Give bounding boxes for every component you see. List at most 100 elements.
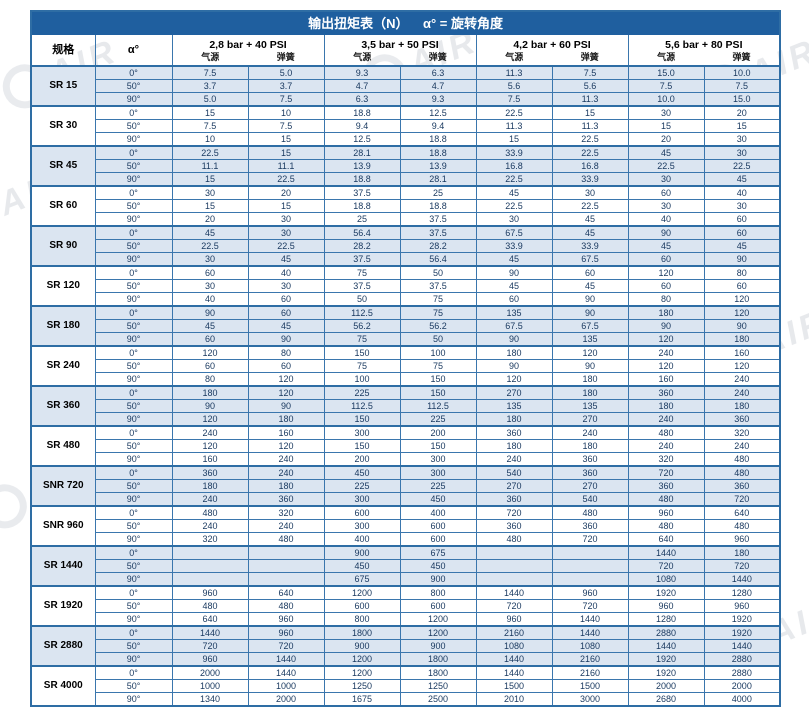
value-cell: 15	[247, 132, 325, 147]
value-cell: 1500	[551, 679, 629, 693]
value-cell: 45	[475, 185, 553, 200]
value-cell: 28.1	[323, 145, 401, 160]
value-cell: 30	[171, 185, 249, 200]
value-cell: 90	[627, 225, 705, 240]
value-cell: 90	[703, 319, 781, 333]
value-cell: 50	[323, 292, 401, 307]
value-cell: 180	[475, 412, 553, 427]
value-cell: 40	[171, 292, 249, 307]
angle-cell: 0°	[94, 185, 173, 200]
value-cell: 40	[703, 185, 781, 200]
value-cell: 1200	[399, 612, 477, 627]
angle-cell: 0°	[94, 265, 173, 280]
value-cell: 960	[627, 599, 705, 613]
value-cell: 2000	[627, 679, 705, 693]
value-cell: 90	[171, 305, 249, 320]
value-cell: 480	[703, 452, 781, 467]
value-cell: 640	[627, 532, 705, 547]
value-cell: 7.5	[247, 92, 325, 107]
spec-cell: SR 4000	[30, 665, 96, 707]
value-cell: 90	[475, 265, 553, 280]
angle-cell: 90°	[94, 212, 173, 227]
spec-cell: SNR 960	[30, 505, 96, 547]
spec-cell: SR 60	[30, 185, 96, 227]
value-cell: 30	[627, 199, 705, 213]
table-row: 50° 1000 1000 1250 1250 1500 1500 2000 2000	[31, 679, 781, 693]
table-row: 90° 15 22.5 18.8 28.1 22.5 33.9 30 45	[31, 172, 781, 187]
value-cell: 360	[551, 519, 629, 533]
value-cell: 7.5	[171, 65, 249, 80]
value-cell: 1440	[171, 625, 249, 640]
value-cell: 900	[323, 639, 401, 653]
table-row: 50° 450 450 720 720	[31, 559, 781, 573]
value-cell: 2000	[703, 679, 781, 693]
value-cell: 900	[323, 545, 401, 560]
table-row: 90° 40 60 50 75 60 90 80 120	[31, 292, 781, 307]
value-cell: 180	[551, 439, 629, 453]
value-cell: 360	[475, 425, 553, 440]
value-cell: 180	[627, 399, 705, 413]
value-cell: 135	[475, 305, 553, 320]
value-cell: 1675	[323, 692, 401, 707]
value-cell: 60	[551, 265, 629, 280]
value-cell: 480	[171, 505, 249, 520]
spec-cell: SR 240	[30, 345, 96, 387]
value-cell: 90	[171, 399, 249, 413]
value-cell: 11.3	[551, 119, 629, 133]
value-cell: 150	[399, 439, 477, 453]
value-cell: 720	[475, 599, 553, 613]
value-cell: 120	[627, 265, 705, 280]
value-cell: 120	[703, 292, 781, 307]
angle-cell: 90°	[94, 572, 173, 587]
value-cell: 60	[247, 305, 325, 320]
value-cell: 270	[551, 412, 629, 427]
value-cell: 675	[399, 545, 477, 560]
value-cell: 1440	[551, 612, 629, 627]
value-cell: 1800	[323, 625, 401, 640]
value-cell: 1200	[323, 665, 401, 680]
value-cell: 60	[627, 279, 705, 293]
value-cell: 2880	[627, 625, 705, 640]
value-cell: 33.9	[551, 172, 629, 187]
value-cell: 45	[627, 239, 705, 253]
table-row: 90° 1340 2000 1675 2500 2010 3000 2680 4000	[31, 692, 781, 707]
value-cell: 135	[551, 332, 629, 347]
value-cell: 30	[703, 199, 781, 213]
pressure-label: 5,6 bar + 80 PSI	[665, 39, 743, 52]
table-row: 90° 120 180 150 225 180 270 240 360	[31, 412, 781, 427]
value-cell: 120	[247, 385, 325, 400]
table-row: SR 45 0° 22.5 15 28.1 18.8 33.9 22.5 45 30	[30, 145, 781, 187]
value-cell: 10	[171, 132, 249, 147]
value-cell: 60	[703, 225, 781, 240]
value-cell: 13.9	[323, 159, 401, 173]
table-row: SR 4000 0° 2000 1440 1200 1800 1440 2160 1920 288…	[30, 665, 781, 707]
value-cell: 180	[171, 385, 249, 400]
value-cell: 160	[247, 425, 325, 440]
value-cell	[171, 559, 249, 573]
value-cell: 240	[627, 345, 705, 360]
value-cell: 800	[323, 612, 401, 627]
value-cell: 67.5	[475, 225, 553, 240]
value-cell: 90	[551, 305, 629, 320]
sub-column-label: 气源	[657, 51, 676, 62]
value-cell: 4.7	[323, 79, 401, 93]
value-cell: 240	[627, 439, 705, 453]
table-row: 50° 45 45 56.2 56.2 67.5 67.5 90 90	[31, 319, 781, 333]
angle-cell: 90°	[94, 172, 173, 187]
pressure-label: 4,2 bar + 60 PSI	[513, 39, 591, 52]
table-row: 50° 60 60 75 75 90 90 120 120	[31, 359, 781, 373]
spec-cell: SR 1920	[30, 585, 96, 627]
angle-cell: 0°	[94, 105, 173, 120]
value-cell	[475, 545, 553, 560]
value-cell: 960	[703, 532, 781, 547]
value-cell: 450	[399, 492, 477, 507]
value-cell: 28.1	[399, 172, 477, 187]
value-cell: 75	[323, 265, 401, 280]
value-cell: 240	[247, 452, 325, 467]
angle-cell: 50°	[94, 559, 173, 573]
value-cell: 2880	[703, 652, 781, 667]
value-cell: 960	[171, 652, 249, 667]
value-cell: 30	[475, 212, 553, 227]
table-row: SNR 960 0° 480 320 600 400 720 480 960 640	[30, 505, 781, 547]
value-cell: 25	[399, 185, 477, 200]
